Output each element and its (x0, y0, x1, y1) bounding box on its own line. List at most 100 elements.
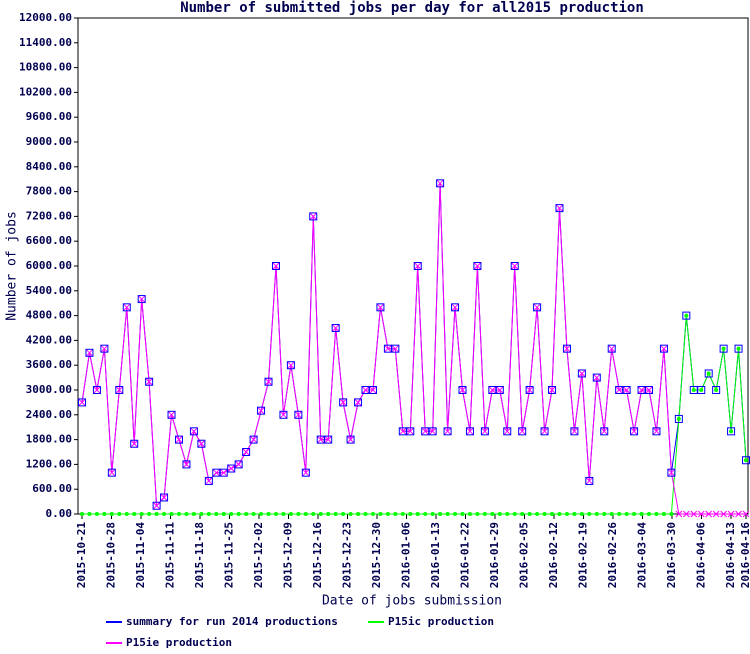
marker (525, 386, 534, 394)
x-tick-label: 2015-11-11 (164, 522, 177, 589)
marker (474, 262, 481, 270)
y-tick-label: 1200.00 (26, 457, 72, 470)
marker (423, 512, 428, 516)
x-tick-label: 2016-02-12 (547, 522, 560, 588)
y-tick-label: 11400.00 (19, 36, 72, 49)
marker (436, 179, 445, 188)
marker (572, 512, 577, 516)
marker (445, 512, 450, 516)
marker (460, 512, 465, 516)
y-tick-label: 0.00 (46, 507, 73, 520)
y-tick-label: 600.00 (32, 482, 72, 495)
x-tick-label: 2016-03-30 (665, 522, 678, 588)
marker (706, 371, 711, 376)
marker (691, 388, 696, 392)
marker (272, 262, 280, 270)
y-tick-label: 6600.00 (26, 234, 72, 247)
marker (645, 386, 653, 394)
marker (488, 386, 496, 394)
marker (160, 493, 169, 502)
marker (174, 435, 183, 444)
marker (550, 512, 555, 516)
marker (443, 427, 452, 436)
marker (391, 345, 399, 353)
marker (214, 512, 219, 516)
marker (130, 439, 139, 448)
x-tick-label: 2015-11-18 (193, 522, 206, 588)
marker (533, 303, 541, 311)
y-tick-label: 10800.00 (19, 61, 72, 74)
marker (562, 344, 571, 353)
marker (78, 399, 86, 406)
marker (107, 468, 116, 477)
y-tick-label: 5400.00 (26, 284, 72, 297)
marker (251, 512, 256, 516)
marker (363, 512, 368, 516)
marker (250, 436, 257, 443)
marker (535, 512, 540, 516)
marker (370, 512, 375, 516)
marker (109, 512, 114, 516)
marker (86, 349, 93, 357)
marker (190, 427, 198, 435)
chart-title: Number of submitted jobs per day for all… (180, 0, 644, 16)
marker (585, 476, 594, 485)
marker (296, 512, 301, 516)
marker (541, 427, 548, 435)
marker (288, 512, 293, 516)
marker (459, 386, 466, 394)
legend-label: P15ie production (126, 636, 232, 649)
marker (273, 512, 278, 516)
marker (630, 427, 638, 435)
marker (480, 427, 489, 436)
marker (199, 512, 204, 516)
marker (577, 369, 586, 378)
marker (92, 386, 101, 394)
marker (311, 512, 316, 516)
marker (593, 374, 601, 381)
marker (347, 436, 354, 443)
x-tick-label: 2016-04-06 (695, 522, 708, 589)
marker (467, 512, 472, 516)
marker (198, 440, 205, 448)
marker (704, 369, 713, 378)
marker (376, 303, 385, 312)
y-tick-label: 1800.00 (26, 433, 72, 446)
y-tick-label: 9000.00 (26, 135, 72, 148)
marker (94, 512, 99, 516)
x-tick-label: 2016-04-13 (724, 522, 737, 588)
marker (465, 427, 474, 436)
y-tick-label: 3000.00 (26, 383, 72, 396)
marker (518, 427, 526, 435)
y-tick-label: 4800.00 (26, 309, 72, 322)
marker (571, 427, 578, 435)
marker (408, 512, 413, 516)
marker (735, 510, 742, 518)
marker (220, 469, 228, 477)
marker (742, 510, 750, 518)
marker (490, 512, 495, 516)
marker (204, 476, 213, 485)
marker (585, 477, 593, 485)
marker (115, 386, 123, 394)
marker (167, 410, 176, 419)
marker (674, 414, 683, 423)
marker (264, 377, 273, 386)
marker (475, 512, 480, 516)
marker (341, 512, 346, 516)
x-axis-label: Date of jobs submission (322, 594, 502, 609)
x-tick-label: 2016-02-05 (518, 522, 531, 588)
x-tick-label: 2016-01-06 (400, 522, 413, 589)
y-tick-label: 4200.00 (26, 333, 72, 346)
marker (727, 427, 736, 436)
marker (318, 512, 323, 516)
marker (438, 512, 443, 516)
marker (548, 386, 556, 394)
marker (451, 303, 459, 311)
marker (265, 378, 272, 386)
marker (533, 303, 542, 312)
marker (659, 344, 668, 353)
marker (378, 512, 383, 516)
x-tick-label: 2015-12-30 (370, 522, 383, 588)
marker (324, 435, 333, 444)
